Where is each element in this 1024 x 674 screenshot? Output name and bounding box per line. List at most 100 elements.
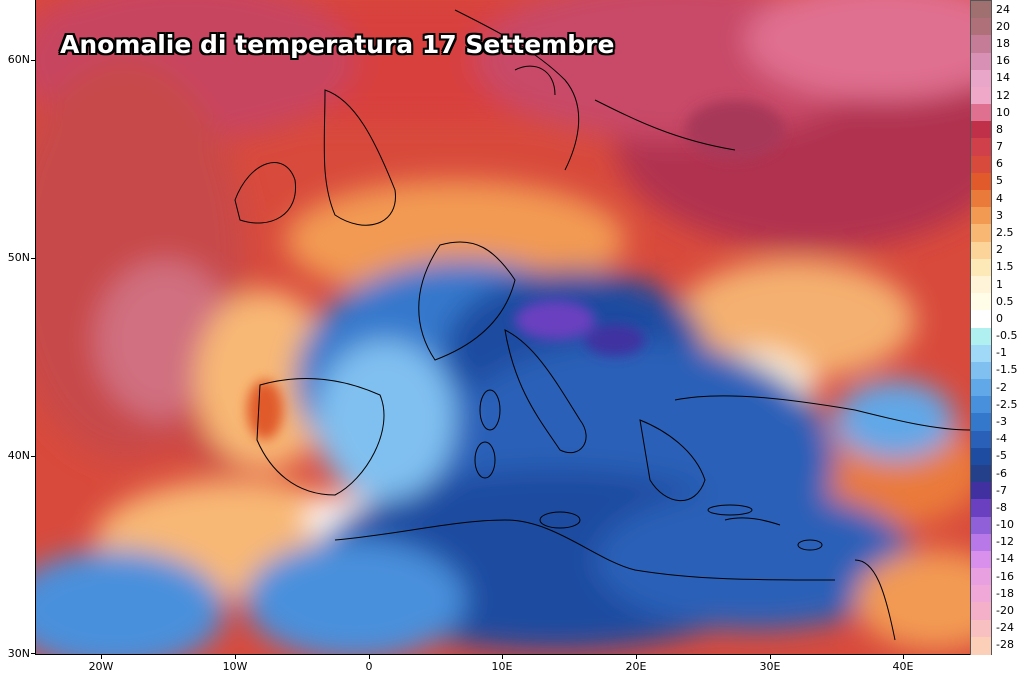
- lat-tick: [31, 653, 35, 654]
- map-title: Anomalie di temperatura 17 Settembre: [60, 30, 615, 59]
- colorbar-swatch: [971, 224, 991, 243]
- colorbar-swatch: [971, 533, 991, 552]
- colorbar-swatch: [971, 379, 991, 398]
- colorbar-label: -5: [996, 449, 1007, 462]
- colorbar-swatch: [971, 499, 991, 518]
- colorbar-label: -24: [996, 621, 1014, 634]
- colorbar-label: 4: [996, 192, 1003, 205]
- lon-label: 30E: [759, 660, 781, 673]
- lat-tick: [31, 60, 35, 61]
- colorbar-swatch: [971, 327, 991, 346]
- anomaly-map: [35, 0, 970, 655]
- colorbar-label: 10: [996, 106, 1010, 119]
- colorbar-swatch: [971, 516, 991, 535]
- colorbar-swatch: [971, 52, 991, 71]
- colorbar-swatch: [971, 344, 991, 363]
- lon-tick: [903, 655, 904, 659]
- colorbar-label: -0.5: [996, 329, 1018, 342]
- colorbar-swatch: [971, 619, 991, 638]
- lon-tick: [502, 655, 503, 659]
- colorbar-label: -6: [996, 467, 1007, 480]
- colorbar-label: -20: [996, 604, 1014, 617]
- colorbar-swatch: [971, 482, 991, 501]
- colorbar-swatch: [971, 35, 991, 54]
- colorbar-swatch: [971, 413, 991, 432]
- colorbar-swatch: [971, 602, 991, 621]
- colorbar-label: -4: [996, 432, 1007, 445]
- colorbar-label: -1.5: [996, 363, 1018, 376]
- lat-label: 30N: [7, 647, 30, 660]
- colorbar-label: -16: [996, 570, 1014, 583]
- colorbar: [970, 0, 992, 655]
- colorbar-swatch: [971, 464, 991, 483]
- lon-tick: [235, 655, 236, 659]
- colorbar-swatch: [971, 447, 991, 466]
- colorbar-label: -12: [996, 535, 1014, 548]
- colorbar-swatch: [971, 396, 991, 415]
- lon-label: 0: [365, 660, 373, 673]
- colorbar-swatch: [971, 121, 991, 140]
- lon-tick: [369, 655, 370, 659]
- colorbar-label: 20: [996, 20, 1010, 33]
- colorbar-swatch: [971, 636, 991, 655]
- anomaly-cores: [247, 100, 785, 440]
- anomaly-blobs: [35, 0, 970, 655]
- colorbar-label: 14: [996, 71, 1010, 84]
- colorbar-swatch: [971, 275, 991, 294]
- colorbar-swatch: [971, 241, 991, 260]
- colorbar-label: 16: [996, 54, 1010, 67]
- colorbar-label: -14: [996, 552, 1014, 565]
- colorbar-label: -10: [996, 518, 1014, 531]
- colorbar-swatch: [971, 172, 991, 191]
- colorbar-label: -8: [996, 501, 1007, 514]
- colorbar-swatch: [971, 1, 991, 19]
- colorbar-swatch: [971, 69, 991, 88]
- colorbar-label: 3: [996, 209, 1003, 222]
- lat-label: 60N: [7, 53, 30, 66]
- colorbar-label: 18: [996, 37, 1010, 50]
- colorbar-label: 0.5: [996, 295, 1014, 308]
- colorbar-swatch: [971, 293, 991, 312]
- colorbar-label: -2: [996, 381, 1007, 394]
- colorbar-label: 6: [996, 157, 1003, 170]
- lat-tick: [31, 456, 35, 457]
- colorbar-swatch: [971, 585, 991, 604]
- lon-label: 20W: [88, 660, 114, 673]
- lat-label: 40N: [7, 449, 30, 462]
- colorbar-swatch: [971, 190, 991, 209]
- colorbar-swatch: [971, 155, 991, 174]
- lon-label: 20E: [625, 660, 647, 673]
- colorbar-label: -7: [996, 484, 1007, 497]
- colorbar-label: -3: [996, 415, 1007, 428]
- colorbar-label: -28: [996, 638, 1014, 651]
- colorbar-label: 8: [996, 123, 1003, 136]
- colorbar-swatch: [971, 568, 991, 587]
- colorbar-label: -18: [996, 587, 1014, 600]
- colorbar-label: 5: [996, 174, 1003, 187]
- colorbar-label: 2.5: [996, 226, 1014, 239]
- lat-tick: [31, 258, 35, 259]
- lon-tick: [101, 655, 102, 659]
- colorbar-swatch: [971, 207, 991, 226]
- colorbar-swatch: [971, 138, 991, 157]
- lon-tick: [770, 655, 771, 659]
- colorbar-swatch: [971, 86, 991, 105]
- colorbar-label: 0: [996, 312, 1003, 325]
- colorbar-swatch: [971, 550, 991, 569]
- anomaly-field: [35, 0, 970, 655]
- lon-tick: [636, 655, 637, 659]
- lon-label: 40E: [892, 660, 914, 673]
- colorbar-label: 24: [996, 3, 1010, 16]
- coastlines: [234, 9, 970, 641]
- colorbar-swatch: [971, 361, 991, 380]
- colorbar-swatch: [971, 18, 991, 37]
- lon-label: 10E: [491, 660, 513, 673]
- colorbar-label: -1: [996, 346, 1007, 359]
- colorbar-label: 1.5: [996, 260, 1014, 273]
- colorbar-label: 2: [996, 243, 1003, 256]
- colorbar-label: 7: [996, 140, 1003, 153]
- colorbar-label: 1: [996, 278, 1003, 291]
- colorbar-swatch: [971, 104, 991, 123]
- colorbar-label: -2.5: [996, 398, 1018, 411]
- lat-label: 50N: [7, 251, 30, 264]
